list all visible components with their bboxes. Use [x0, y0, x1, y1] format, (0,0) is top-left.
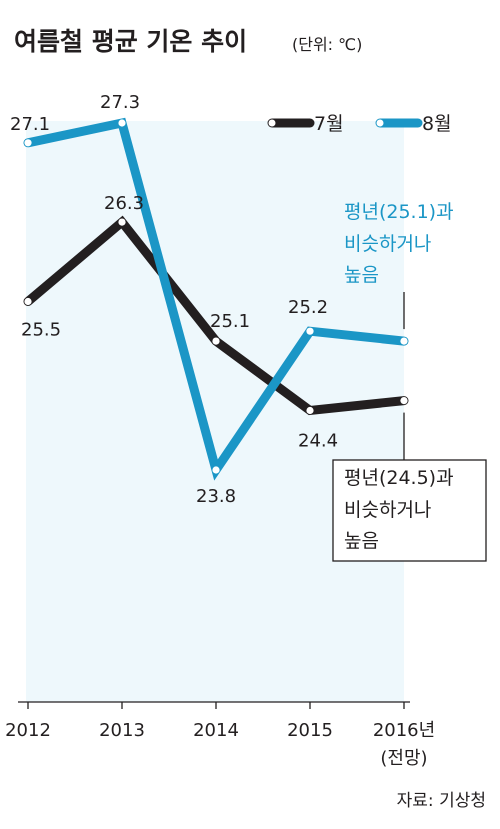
value-labels: 25.5 26.3 25.1 24.4 27.1 27.3 23.8 25.2 [10, 92, 338, 507]
marker-august-2 [212, 466, 220, 474]
value-label-august-2: 23.8 [196, 486, 236, 507]
annotation-august: 평년(25.1)과 비슷하거나 높음 [344, 201, 454, 330]
annotation-july-line-1: 평년(24.5)과 [344, 467, 454, 489]
marker-july-3 [306, 406, 314, 415]
marker-august-0 [24, 139, 32, 147]
annotation-august-line-1: 평년(25.1)과 [344, 201, 454, 223]
annotation-july-box [332, 459, 487, 562]
legend: 7월 8월 [267, 113, 452, 135]
annotation-july-line-2: 비슷하거나 [344, 499, 431, 521]
x-tick-label-2: 2014 [193, 720, 239, 741]
legend-label-august: 8월 [422, 113, 452, 135]
series-markers [24, 119, 408, 474]
annotation-july-line-3: 높음 [344, 530, 379, 552]
value-label-july-0: 25.5 [21, 319, 61, 340]
marker-august-4 [400, 337, 408, 345]
marker-august-1 [118, 119, 126, 127]
x-tick-label-0: 2012 [5, 720, 51, 741]
x-tick-sublabel-4: (전망) [380, 748, 427, 769]
unit-label: (단위: ℃) [292, 35, 362, 54]
legend-label-july: 7월 [314, 113, 344, 135]
source-note: 자료: 기상청 [397, 791, 486, 811]
value-label-july-1: 26.3 [104, 193, 144, 214]
x-tick-label-4: 2016년 [373, 720, 435, 741]
marker-july-1 [118, 218, 126, 226]
x-tick-label-1: 2013 [99, 720, 145, 741]
legend-marker-august [376, 119, 384, 127]
value-label-august-3: 25.2 [288, 297, 328, 318]
legend-marker-july [268, 119, 276, 127]
marker-august-3 [306, 327, 314, 335]
marker-july-0 [24, 297, 32, 306]
x-tick-label-3: 2015 [287, 720, 333, 741]
value-label-august-0: 27.1 [10, 114, 50, 135]
annotation-july: 평년(24.5)과 비슷하거나 높음 [332, 412, 487, 562]
annotation-august-line-2: 비슷하거나 [344, 233, 431, 255]
annotation-august-line-3: 높음 [344, 264, 379, 286]
value-label-july-2: 25.1 [210, 311, 250, 332]
marker-july-4 [400, 397, 408, 405]
value-label-july-3: 24.4 [298, 431, 338, 452]
value-label-august-1: 27.3 [100, 92, 140, 113]
marker-july-2 [212, 337, 220, 345]
x-axis: 2012 2013 2014 2015 2016년 (전망) [5, 701, 435, 769]
chart-title: 여름철 평균 기온 추이 [14, 27, 247, 56]
